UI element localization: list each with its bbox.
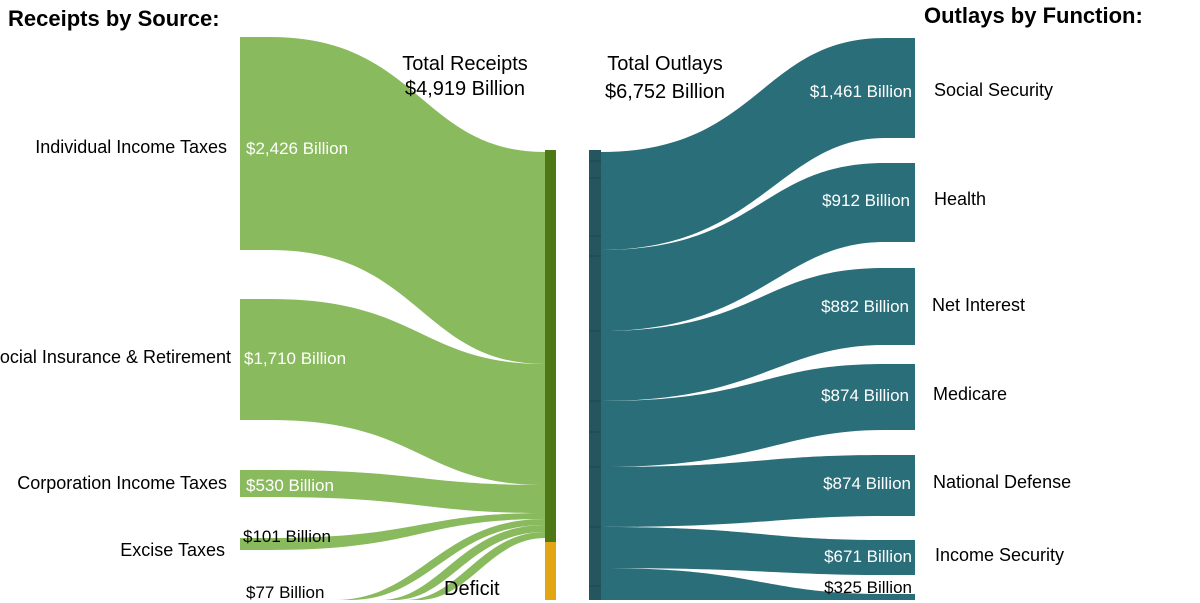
- total-receipts-title: Total Receipts $4,919 Billion: [390, 52, 540, 102]
- function-label-medicare: Medicare: [933, 384, 1008, 404]
- flow-other-receipts-3: [405, 532, 545, 600]
- source-label-excise-taxes: Excise Taxes: [120, 540, 225, 560]
- outlays-bar-dividers: [589, 160, 601, 587]
- value-social-insurance: $1,710 Billion: [244, 349, 347, 368]
- value-income-security: $671 Billion: [824, 547, 912, 566]
- flow-national-defense: [601, 455, 915, 527]
- function-label-health: Health: [934, 189, 987, 209]
- value-net-interest: $882 Billion: [821, 297, 909, 316]
- value-excise-taxes: $101 Billion: [243, 527, 331, 546]
- total-receipts-label: Total Receipts: [402, 53, 528, 75]
- value-medicare: $874 Billion: [821, 386, 909, 405]
- flow-social-security: [601, 38, 915, 250]
- receipts-header: Receipts by Source:: [8, 6, 220, 31]
- source-label-individual-income-taxes: Individual Income Taxes: [35, 137, 227, 157]
- source-label-corporation-income-taxes: Corporation Income Taxes: [17, 473, 227, 493]
- deficit-label: Deficit: [444, 578, 500, 600]
- flow-net-interest: [601, 268, 915, 401]
- value-outlays-other: $325 Billion: [824, 578, 912, 597]
- total-outlays-label: Total Outlays: [607, 53, 723, 75]
- value-individual-income-taxes: $2,426 Billion: [246, 139, 349, 158]
- value-social-security: $1,461 Billion: [809, 82, 912, 101]
- flow-income-security: [601, 527, 915, 575]
- flow-excise-taxes: [240, 513, 545, 550]
- total-receipts-value: $4,919 Billion: [404, 78, 526, 100]
- total-outlays-bar: [589, 150, 601, 600]
- flow-other-receipts-1: [335, 519, 545, 600]
- outlay-flows: [601, 38, 915, 600]
- total-outlays-value: $6,752 Billion: [604, 81, 726, 103]
- flow-outlays-other: [601, 568, 915, 600]
- outlays-header: Outlays by Function:: [924, 3, 1143, 28]
- function-label-income-security: Income Security: [935, 545, 1065, 565]
- function-label-net-interest: Net Interest: [932, 295, 1026, 315]
- value-other-receipts: $77 Billion: [246, 583, 325, 602]
- value-national-defense: $874 Billion: [823, 474, 911, 493]
- receipt-flows: [240, 37, 545, 600]
- flow-social-insurance: [240, 299, 545, 485]
- value-corporation-income-taxes: $530 Billion: [246, 476, 334, 495]
- flow-other-receipts-2: [380, 525, 545, 600]
- flow-corporation-income-taxes: [240, 470, 545, 513]
- flow-individual-income-taxes: [240, 37, 545, 364]
- flow-health: [601, 163, 915, 331]
- function-label-social-security: Social Security: [934, 80, 1054, 100]
- total-receipts-bar: [545, 150, 556, 542]
- function-label-national-defense: National Defense: [933, 472, 1072, 492]
- source-label-social-insurance: Social Insurance & Retirement: [0, 347, 231, 367]
- total-outlays-title: Total Outlays $6,752 Billion: [590, 52, 740, 105]
- deficit-bar: [545, 542, 556, 600]
- value-health: $912 Billion: [822, 191, 910, 210]
- flow-medicare: [601, 364, 915, 467]
